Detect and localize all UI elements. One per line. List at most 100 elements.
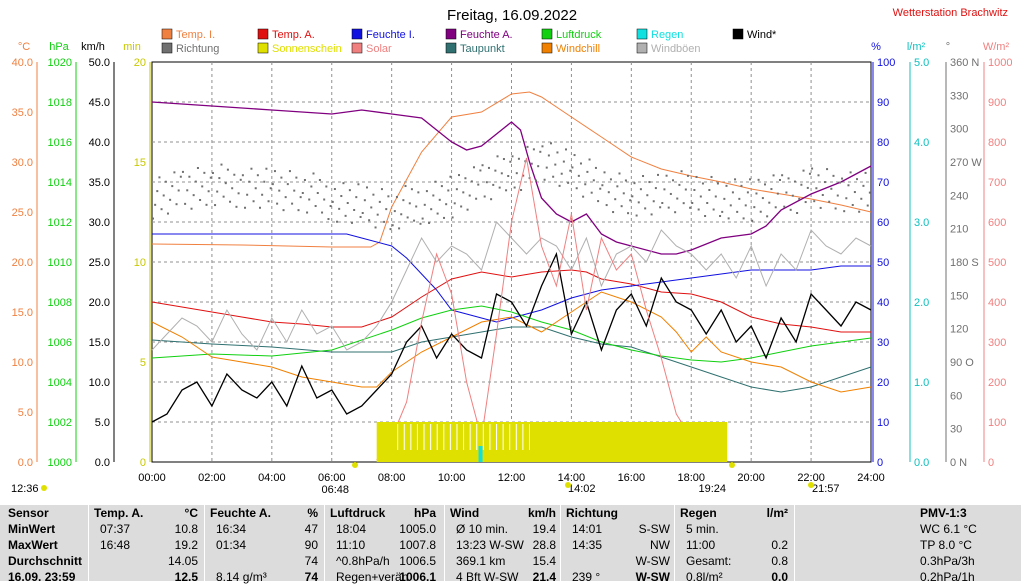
direction-point: [346, 202, 349, 204]
legend-swatch-feuchte-i: [351, 28, 363, 40]
direction-point: [798, 197, 801, 200]
temp-tick-label: 40.0: [12, 57, 33, 69]
hpa-tick-label: 1020: [48, 57, 72, 69]
stat-time-wind: Ø 10 min.: [456, 522, 509, 536]
direction-point: [430, 208, 433, 211]
legend-label-feuchte-a: Feuchte A.: [460, 29, 513, 41]
dir-tick-label: 210: [950, 224, 968, 236]
direction-point: [475, 197, 478, 200]
time-tick-label: 18:00: [677, 472, 705, 484]
direction-point: [477, 183, 480, 186]
marker-left_time: 12:36: [11, 483, 39, 495]
direction-point: [701, 182, 704, 185]
marker-t2: 21:57: [812, 483, 840, 495]
direction-point: [216, 190, 219, 193]
rain-tick-label: 5.0: [914, 57, 929, 69]
direction-point: [179, 175, 182, 178]
marker-dot-sunset: [729, 462, 735, 468]
solar-unit-label: W/m²: [983, 41, 1010, 53]
direction-point: [252, 200, 255, 203]
direction-point: [802, 169, 805, 172]
direction-point: [359, 215, 362, 218]
rain-tick-label: 1.0: [914, 377, 929, 389]
hpa-tick-label: 1000: [48, 457, 72, 469]
rain-tick-label: 2.0: [914, 297, 929, 309]
stat-time-press: Regen+verän: [336, 570, 409, 584]
min-tick-label: 0: [140, 457, 146, 469]
direction-point: [601, 184, 604, 187]
direction-point: [517, 157, 520, 160]
direction-point: [440, 185, 443, 188]
stat-divider: [560, 505, 561, 581]
direction-point: [258, 206, 261, 209]
time-tick-label: 12:00: [498, 472, 526, 484]
direction-point: [363, 199, 366, 202]
direction-point: [235, 205, 238, 208]
direction-point: [449, 175, 452, 178]
direction-point: [830, 187, 833, 190]
pct-tick-label: 20: [877, 377, 889, 389]
rain-tick-label: 3.0: [914, 217, 929, 229]
direction-point: [487, 166, 490, 169]
direction-point: [828, 200, 831, 203]
legend-swatch-luftdruck: [541, 28, 553, 40]
direction-point: [609, 178, 612, 181]
direction-point: [331, 200, 334, 203]
direction-point: [520, 188, 523, 191]
legend-swatch-windb-en: [636, 42, 648, 54]
kmh-tick-label: 30.0: [89, 217, 110, 229]
direction-point: [757, 178, 760, 181]
direction-point: [231, 187, 234, 190]
direction-point: [492, 183, 495, 186]
direction-point: [507, 175, 510, 178]
direction-point: [466, 208, 469, 211]
statistics-table: Sensor MinWert MaxWert Durchschnitt 16.09. 2…: [0, 505, 1021, 584]
direction-point: [402, 199, 405, 202]
stat-value-pmv: 0.2hPa/1h: [920, 570, 975, 584]
legend-label-richtung: Richtung: [176, 43, 219, 55]
stat-time-rain: 5 min.: [686, 522, 719, 536]
direction-point: [736, 210, 739, 213]
direction-point: [239, 178, 242, 181]
solar-tick-label: 700: [988, 177, 1006, 189]
stat-row-label: MaxWert: [8, 538, 58, 552]
direction-point: [537, 165, 540, 168]
direction-point: [455, 188, 458, 191]
stat-value-wind: 21.4: [532, 570, 556, 584]
stat-time-hum: 01:34: [216, 538, 247, 552]
pct-tick-label: 60: [877, 217, 889, 229]
kmh-tick-label: 25.0: [89, 257, 110, 269]
series-taupunkt: [151, 326, 872, 393]
direction-point: [774, 206, 777, 209]
direction-point: [201, 185, 204, 188]
legend-swatch-temp-i: [161, 28, 173, 40]
direction-point: [661, 202, 664, 204]
legend-label-temp-a: Temp. A.: [272, 29, 315, 41]
dir-tick-label: 0 N: [950, 457, 967, 469]
direction-point: [380, 188, 383, 191]
direction-point: [541, 145, 544, 148]
direction-point: [819, 206, 822, 209]
direction-point: [156, 190, 159, 193]
direction-point: [462, 191, 465, 194]
direction-point: [246, 193, 249, 196]
stat-time-dir: 239 °: [572, 570, 601, 584]
stat-value-press: 1006.5: [399, 554, 436, 568]
direction-point: [526, 145, 529, 148]
pct-tick-label: 100: [877, 57, 895, 69]
stat-row-label: Durchschnitt: [8, 554, 83, 568]
stat-header-temp: Temp. A.: [94, 506, 144, 520]
direction-point: [276, 202, 279, 205]
direction-point: [171, 185, 174, 188]
direction-point: [333, 188, 336, 191]
stat-time-wind: 4 Bft W-SW: [456, 570, 519, 584]
hpa-tick-label: 1002: [48, 417, 72, 429]
direction-point: [417, 191, 420, 194]
series-richtung: [152, 142, 871, 231]
solar-tick-label: 0: [988, 457, 994, 469]
direction-point: [515, 172, 518, 175]
direction-point: [571, 166, 574, 169]
direction-point: [671, 179, 674, 182]
direction-point: [624, 179, 627, 182]
stat-unit-temp: °C: [184, 506, 198, 520]
